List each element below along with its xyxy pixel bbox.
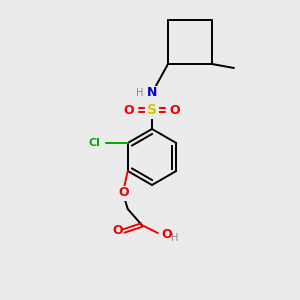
Text: O: O bbox=[112, 224, 123, 238]
Text: O: O bbox=[124, 103, 134, 116]
Text: H: H bbox=[136, 88, 143, 98]
Text: Cl: Cl bbox=[89, 138, 101, 148]
Text: N: N bbox=[147, 86, 157, 100]
Text: O: O bbox=[118, 187, 129, 200]
Text: O: O bbox=[170, 103, 180, 116]
Text: O: O bbox=[162, 229, 172, 242]
Text: H: H bbox=[171, 233, 178, 243]
Text: S: S bbox=[147, 103, 157, 117]
